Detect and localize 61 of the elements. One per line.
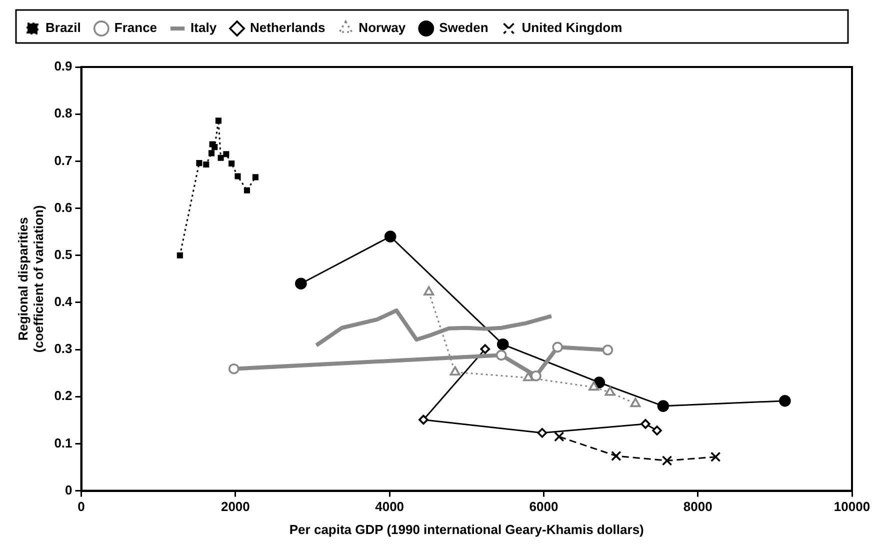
point xyxy=(602,344,614,356)
point xyxy=(218,154,224,161)
legend-label: France xyxy=(114,20,158,36)
x-tick-label: 2000 xyxy=(220,499,250,514)
point xyxy=(295,278,307,290)
point xyxy=(418,414,428,425)
point xyxy=(208,150,215,156)
legend-label: Netherlands xyxy=(250,20,326,36)
point xyxy=(604,386,616,396)
point xyxy=(611,450,622,462)
x-tick-label: 0 xyxy=(78,499,85,514)
legend-label: Norway xyxy=(358,20,406,36)
point xyxy=(252,174,258,180)
point xyxy=(244,187,250,194)
y-tick-label: 0.8 xyxy=(54,106,72,121)
point xyxy=(662,456,672,466)
point xyxy=(480,344,490,354)
y-tick-label: 0.7 xyxy=(54,152,72,168)
point xyxy=(228,160,235,167)
point xyxy=(176,252,183,258)
point xyxy=(552,342,563,353)
point xyxy=(630,398,641,408)
legend-label: Brazil xyxy=(46,20,81,36)
point xyxy=(496,338,509,350)
x-tick-label: 4000 xyxy=(375,499,404,514)
y-axis-title: Regional disparities (coefficient of variation) xyxy=(15,205,46,353)
y-tick-label: 0.5 xyxy=(54,246,72,262)
point xyxy=(215,118,222,124)
point xyxy=(234,173,241,180)
point xyxy=(228,363,240,374)
point xyxy=(384,230,396,242)
point xyxy=(640,419,650,429)
point xyxy=(657,400,670,412)
y-tick-label: 0.4 xyxy=(54,294,74,310)
point xyxy=(554,432,564,442)
point xyxy=(212,144,218,150)
point xyxy=(710,452,721,462)
point xyxy=(203,161,210,168)
x-tick-label: 10000 xyxy=(834,499,870,514)
x-axis-title: Per capita GDP (1990 international Geary-Khamis dollars) xyxy=(289,522,644,537)
y-tick-label: 0.2 xyxy=(54,388,72,404)
legend-label: Sweden xyxy=(439,20,488,36)
point xyxy=(496,350,507,361)
point xyxy=(530,370,542,382)
point xyxy=(652,426,662,436)
y-tick-label: 0.3 xyxy=(54,341,72,356)
point xyxy=(196,160,202,166)
x-tick-label: 8000 xyxy=(683,499,712,514)
y-tick-label: 0.1 xyxy=(54,435,72,450)
point xyxy=(223,151,230,158)
point xyxy=(537,428,548,438)
point xyxy=(424,286,434,296)
legend-label: Italy xyxy=(190,20,218,36)
y-tick-label: 0 xyxy=(65,482,72,498)
legend-label: United Kingdom xyxy=(522,20,622,36)
x-tick-label: 6000 xyxy=(529,499,558,514)
point xyxy=(779,394,791,407)
point xyxy=(450,366,460,376)
y-tick-label: 0.6 xyxy=(54,200,72,215)
y-tick-label: 0.9 xyxy=(54,58,72,74)
point xyxy=(588,381,600,391)
